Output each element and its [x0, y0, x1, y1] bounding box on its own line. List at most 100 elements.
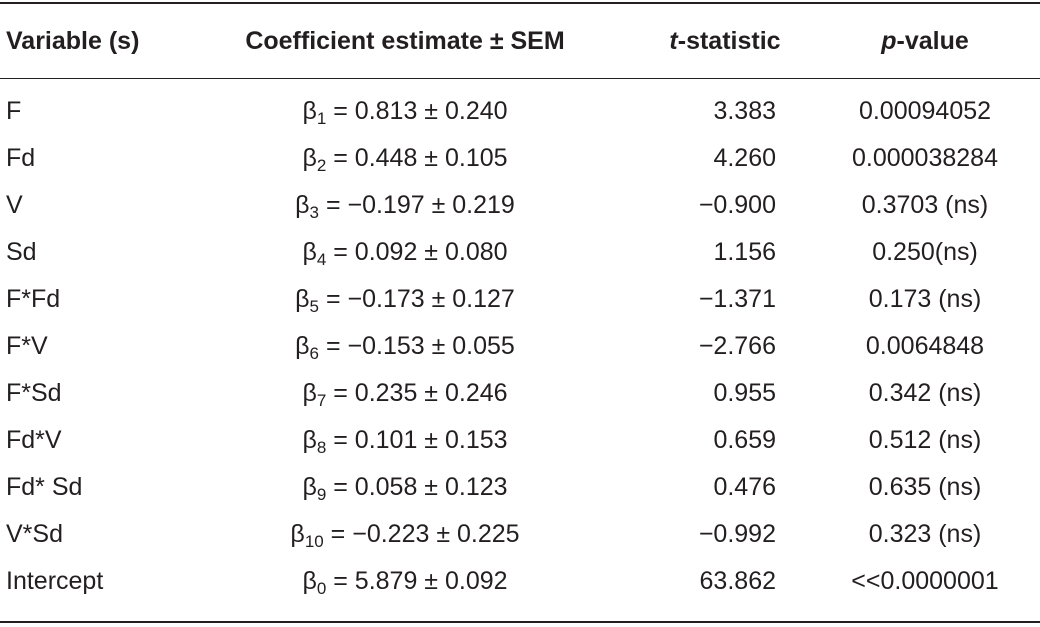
beta-symbol: β [295, 191, 310, 219]
header-p-italic: p [881, 27, 897, 55]
table-header-row: Variable (s) Coefficient estimate ± SEM … [0, 18, 1040, 65]
beta-symbol: β [290, 520, 305, 548]
cell-p-value: 0.323 (ns) [868, 520, 982, 548]
table-row: Sd β4 = 0.092 ± 0.080 1.156 0.250(ns) [0, 229, 1040, 276]
beta-index: 8 [316, 438, 327, 457]
cell-coefficient: β3 = −0.197 ± 0.219 [190, 182, 620, 229]
coefficient-value: = 0.092 ± 0.080 [326, 238, 508, 266]
coefficient-value: = −0.223 ± 0.225 [323, 520, 520, 548]
table-header-rule [0, 78, 1040, 79]
cell-t-statistic: 0.659 [713, 426, 776, 454]
cell-t-statistic: −0.992 [698, 520, 776, 548]
cell-coefficient: β6 = −0.153 ± 0.055 [190, 323, 620, 370]
beta-symbol: β [302, 567, 317, 595]
header-t-rest: -statistic [677, 27, 781, 55]
cell-variable: Fd [6, 144, 36, 172]
cell-coefficient: β8 = 0.101 ± 0.153 [190, 417, 620, 464]
table-top-rule [0, 2, 1040, 4]
cell-t-statistic: −0.900 [698, 191, 776, 219]
cell-p-value: <<0.0000001 [851, 567, 999, 595]
header-t-italic: t [669, 27, 678, 55]
cell-variable: V*Sd [6, 520, 63, 548]
beta-symbol: β [302, 379, 317, 407]
cell-t-statistic: −1.371 [698, 285, 776, 313]
cell-t-statistic: 0.955 [713, 379, 776, 407]
coefficient-value: = 0.058 ± 0.123 [326, 473, 508, 501]
beta-index: 1 [316, 109, 327, 128]
cell-p-value: 0.512 (ns) [868, 426, 982, 454]
cell-coefficient: β7 = 0.235 ± 0.246 [190, 370, 620, 417]
table-bottom-rule [0, 621, 1040, 623]
table-row: V*Sd β10 = −0.223 ± 0.225 −0.992 0.323 (ns) [0, 511, 1040, 558]
cell-p-value: 0.342 (ns) [868, 379, 982, 407]
cell-variable: F [6, 97, 22, 125]
cell-t-statistic: 0.476 [713, 473, 776, 501]
table-row: Fd β2 = 0.448 ± 0.105 4.260 0.000038284 [0, 135, 1040, 182]
beta-index: 4 [316, 250, 327, 269]
cell-p-value: 0.250(ns) [872, 238, 978, 266]
cell-p-value: 0.00094052 [858, 97, 992, 125]
coefficient-value: = 0.448 ± 0.105 [326, 144, 508, 172]
table-row: F*Fd β5 = −0.173 ± 0.127 −1.371 0.173 (ns) [0, 276, 1040, 323]
cell-coefficient: β1 = 0.813 ± 0.240 [190, 88, 620, 135]
coefficient-value: = −0.173 ± 0.127 [319, 285, 515, 313]
header-coefficient: Coefficient estimate ± SEM [245, 27, 565, 55]
cell-t-statistic: −2.766 [698, 332, 776, 360]
cell-t-statistic: 4.260 [713, 144, 776, 172]
coefficient-value: = 0.235 ± 0.246 [326, 379, 508, 407]
cell-variable: F*V [6, 332, 48, 360]
beta-index: 2 [316, 156, 327, 175]
beta-symbol: β [302, 144, 317, 172]
beta-index: 10 [304, 532, 324, 551]
cell-p-value: 0.3703 (ns) [861, 191, 989, 219]
cell-variable: F*Sd [6, 379, 62, 407]
header-p-value: p-value [820, 18, 1030, 65]
cell-coefficient: β4 = 0.092 ± 0.080 [190, 229, 620, 276]
coefficient-value: = 5.879 ± 0.092 [326, 567, 508, 595]
cell-t-statistic: 1.156 [713, 238, 776, 266]
beta-index: 5 [309, 297, 320, 316]
table-row: Fd*V β8 = 0.101 ± 0.153 0.659 0.512 (ns) [0, 417, 1040, 464]
cell-coefficient: β2 = 0.448 ± 0.105 [190, 135, 620, 182]
header-t-statistic: t-statistic [640, 18, 810, 65]
cell-variable: Fd*V [6, 426, 62, 454]
table-row: Intercept β0 = 5.879 ± 0.092 63.862 <<0.000… [0, 558, 1040, 605]
coefficient-value: = −0.197 ± 0.219 [319, 191, 515, 219]
coefficient-value: = 0.813 ± 0.240 [326, 97, 508, 125]
cell-variable: Intercept [6, 567, 104, 595]
cell-coefficient: β10 = −0.223 ± 0.225 [190, 511, 620, 558]
cell-p-value: 0.173 (ns) [868, 285, 982, 313]
table-row: F*Sd β7 = 0.235 ± 0.246 0.955 0.342 (ns) [0, 370, 1040, 417]
table-row: F*V β6 = −0.153 ± 0.055 −2.766 0.0064848 [0, 323, 1040, 370]
cell-t-statistic: 3.383 [713, 97, 776, 125]
beta-index: 3 [309, 203, 320, 222]
cell-variable: Sd [6, 238, 37, 266]
cell-coefficient: β9 = 0.058 ± 0.123 [190, 464, 620, 511]
cell-p-value: 0.0064848 [865, 332, 985, 360]
beta-symbol: β [302, 426, 317, 454]
cell-coefficient: β5 = −0.173 ± 0.127 [190, 276, 620, 323]
beta-index: 0 [316, 579, 327, 598]
cell-p-value: 0.000038284 [852, 144, 998, 172]
coefficient-value: = −0.153 ± 0.055 [319, 332, 515, 360]
cell-variable: V [6, 191, 23, 219]
beta-symbol: β [295, 332, 310, 360]
table-row: Fd* Sd β9 = 0.058 ± 0.123 0.476 0.635 (ns) [0, 464, 1040, 511]
beta-symbol: β [302, 97, 317, 125]
header-variable: Variable (s) [6, 27, 140, 55]
header-p-rest: -value [896, 27, 969, 55]
cell-p-value: 0.635 (ns) [868, 473, 982, 501]
cell-t-statistic: 63.862 [699, 567, 776, 595]
beta-symbol: β [302, 473, 317, 501]
beta-index: 6 [309, 344, 320, 363]
beta-symbol: β [302, 238, 317, 266]
coefficient-value: = 0.101 ± 0.153 [326, 426, 508, 454]
cell-coefficient: β0 = 5.879 ± 0.092 [190, 558, 620, 605]
beta-index: 7 [316, 391, 327, 410]
cell-variable: Fd* Sd [6, 473, 83, 501]
cell-variable: F*Fd [6, 285, 61, 313]
beta-index: 9 [316, 485, 327, 504]
